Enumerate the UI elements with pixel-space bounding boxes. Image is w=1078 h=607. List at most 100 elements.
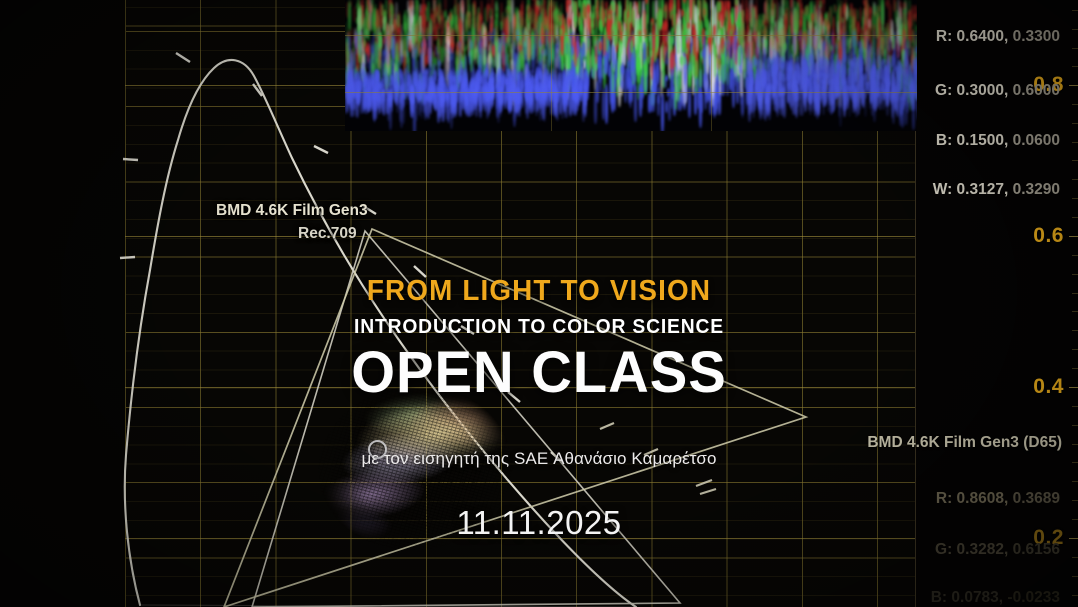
waveform-sample [598, 19, 602, 32]
waveform-sample [473, 1, 476, 8]
waveform-sample [873, 92, 877, 112]
waveform-sample [808, 54, 812, 71]
waveform-sample [909, 71, 913, 94]
readout-row-r: R: 0.6400, 0.3300 [936, 28, 1060, 46]
waveform-sample [440, 74, 443, 87]
waveform-sample [484, 69, 488, 79]
rgb-parade-waveform [345, 0, 917, 131]
waveform-sample [896, 17, 900, 44]
waveform-gridline [345, 92, 917, 93]
waveform-sample [833, 4, 837, 12]
waveform-sample [663, 5, 667, 13]
waveform-sample [617, 21, 621, 30]
waveform-sample [857, 79, 861, 90]
waveform-sample [694, 4, 697, 23]
waveform-sample [419, 71, 423, 87]
waveform-sample [415, 24, 418, 50]
waveform-sample [364, 46, 368, 52]
waveform-sample [539, 71, 542, 80]
waveform-sample [452, 5, 456, 31]
waveform-sample [760, 78, 764, 100]
waveform-sample [405, 75, 409, 93]
readout-x: 0.1500, [956, 132, 1009, 149]
waveform-sample [665, 75, 669, 82]
waveform-sample [652, 24, 655, 53]
waveform-sample [571, 35, 575, 47]
waveform-sample [497, 74, 501, 91]
waveform-sample [530, 9, 534, 24]
waveform-sample [867, 23, 871, 41]
waveform-sample [598, 40, 602, 52]
waveform-sample [813, 82, 817, 105]
waveform-sample [620, 79, 624, 90]
waveform-sample [656, 86, 660, 104]
waveform-sample [693, 29, 696, 57]
waveform-sample [754, 2, 758, 29]
waveform-sample [722, 54, 726, 84]
waveform-sample [439, 30, 443, 47]
waveform-sample [388, 10, 392, 19]
waveform-sample [671, 67, 674, 99]
waveform-sample [448, 11, 452, 22]
waveform-sample [501, 18, 505, 48]
waveform-sample [680, 8, 684, 17]
waveform-sample [892, 0, 896, 12]
waveform-sample [461, 55, 464, 69]
waveform-sample [655, 64, 659, 87]
waveform-sample [394, 83, 398, 92]
waveform-sample [770, 0, 774, 33]
waveform-sample [611, 0, 614, 11]
waveform-sample [686, 21, 690, 29]
waveform-sample [883, 59, 887, 84]
waveform-sample [533, 77, 537, 93]
waveform-sample [877, 69, 881, 90]
waveform-sample [813, 5, 817, 21]
waveform-sample [435, 84, 439, 111]
waveform-sample [474, 33, 478, 65]
waveform-sample [527, 3, 530, 20]
waveform-sample [503, 91, 507, 110]
waveform-sample [663, 20, 667, 31]
waveform-sample [367, 19, 370, 33]
waveform-sample [734, 0, 738, 6]
waveform-sample [915, 64, 917, 75]
waveform-vline [711, 0, 712, 131]
event-date: 11.11.2025 [456, 504, 622, 541]
waveform-sample [741, 0, 745, 28]
waveform-sample [510, 0, 514, 33]
waveform-sample [799, 71, 803, 82]
waveform-sample [902, 28, 906, 50]
waveform-sample [677, 9, 681, 52]
waveform-sample [603, 35, 607, 56]
waveform-sample [456, 50, 460, 62]
waveform-sample [410, 85, 414, 104]
waveform-sample [888, 4, 892, 27]
waveform-sample [635, 19, 639, 54]
waveform-sample [820, 55, 824, 65]
waveform-sample [795, 56, 799, 64]
waveform-sample [568, 27, 572, 34]
waveform-sample [868, 6, 872, 14]
waveform-sample [347, 35, 351, 53]
camera-gamut-label: BMD 4.6K Film Gen3 [216, 202, 368, 219]
waveform-sample [844, 0, 847, 11]
waveform-sample [452, 75, 456, 84]
waveform-sample [357, 6, 361, 33]
waveform-sample [881, 0, 885, 31]
waveform-sample [630, 39, 634, 53]
waveform-sample [448, 68, 452, 82]
readout-x: 0.3282, [956, 541, 1009, 558]
waveform-sample [610, 26, 614, 40]
waveform-sample [851, 15, 855, 48]
waveform-sample [396, 13, 400, 29]
readout-y: -0.0233 [1007, 589, 1060, 606]
waveform-sample [890, 54, 894, 68]
readout-row-g: G: 0.3000, 0.6000 [935, 82, 1060, 100]
waveform-sample [587, 36, 591, 49]
waveform-sample [593, 89, 597, 124]
waveform-sample [401, 77, 405, 100]
waveform-sample [665, 101, 669, 114]
waveform-sample [362, 16, 366, 47]
waveform-sample [831, 32, 835, 55]
